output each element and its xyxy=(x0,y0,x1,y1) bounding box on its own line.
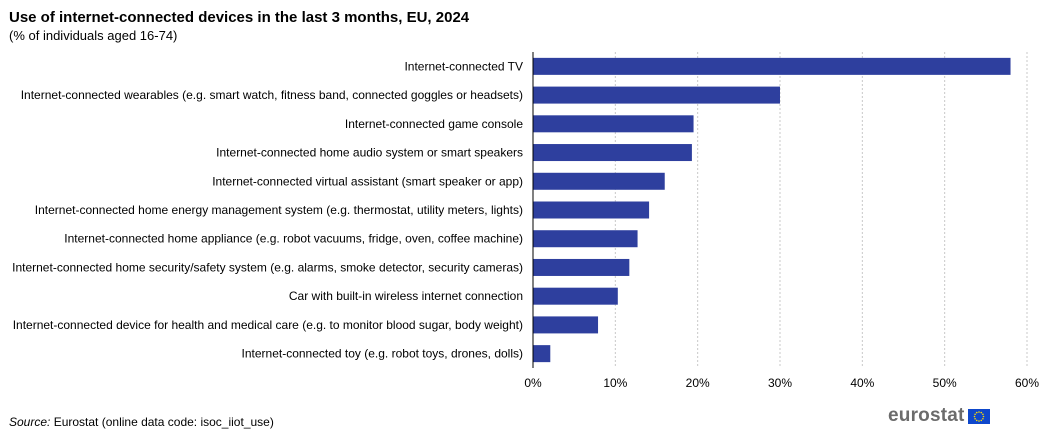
eu-flag-icon xyxy=(967,408,990,424)
source-label: Source: xyxy=(9,415,51,429)
flag-star xyxy=(973,412,976,415)
category-label: Internet-connected home security/safety … xyxy=(12,260,523,274)
bar xyxy=(533,316,599,334)
bar xyxy=(533,115,694,133)
flag-star xyxy=(977,410,980,413)
chart-subtitle: (% of individuals aged 16-74) xyxy=(9,28,178,43)
bar xyxy=(533,258,630,276)
category-label: Internet-connected game console xyxy=(345,117,523,131)
flag-star xyxy=(975,419,978,421)
x-axis-ticks: 0% 10% 20% 30% 40% 50% 60% xyxy=(524,376,1039,390)
flag-star xyxy=(973,417,976,420)
bar-chart: Internet-connected TV Internet-connected … xyxy=(12,52,1039,390)
flag-star xyxy=(980,411,982,413)
category-label: Car with built-in wireless internet conn… xyxy=(289,289,523,303)
category-label: Internet-connected virtual assistant (sm… xyxy=(212,174,523,188)
x-tick-label: 50% xyxy=(933,376,957,390)
x-tick-label: 20% xyxy=(686,376,710,390)
category-label: Internet-connected wearables (e.g. smart… xyxy=(21,88,523,102)
x-tick-label: 0% xyxy=(524,376,542,390)
eurostat-logo: eurostat xyxy=(888,405,990,427)
category-label: Internet-connected home audio system or … xyxy=(216,146,523,160)
bar xyxy=(533,201,650,219)
x-tick-label: 30% xyxy=(768,376,792,390)
bar xyxy=(533,345,551,363)
category-label: Internet-connected home appliance (e.g. … xyxy=(64,232,523,246)
category-label: Internet-connected TV xyxy=(404,59,523,73)
flag-star xyxy=(980,419,982,421)
bar xyxy=(533,144,692,162)
category-label: Internet-connected home energy managemen… xyxy=(35,203,523,217)
bar xyxy=(533,172,665,190)
bar xyxy=(533,57,1011,75)
x-tick-label: 60% xyxy=(1015,376,1039,390)
x-tick-label: 40% xyxy=(850,376,874,390)
bar xyxy=(533,230,638,248)
flag-star xyxy=(975,411,978,413)
flag-star xyxy=(981,417,984,420)
source-note: Source: Eurostat (online data code: isoc… xyxy=(9,415,274,429)
category-label: Internet-connected toy (e.g. robot toys,… xyxy=(242,347,523,361)
bar xyxy=(533,86,780,104)
flag-star xyxy=(977,419,980,422)
x-tick-label: 10% xyxy=(603,376,627,390)
bar xyxy=(533,287,618,305)
category-labels: Internet-connected TV Internet-connected … xyxy=(12,59,523,360)
flag-star xyxy=(981,412,984,415)
chart-title: Use of internet-connected devices in the… xyxy=(9,9,470,26)
flag-star xyxy=(982,415,984,417)
category-label: Internet-connected device for health and… xyxy=(13,318,523,332)
source-text: Eurostat (online data code: isoc_iiot_us… xyxy=(53,415,274,429)
logo-text: eurostat xyxy=(888,405,965,426)
bars xyxy=(533,57,1011,363)
flag-star xyxy=(973,415,975,417)
